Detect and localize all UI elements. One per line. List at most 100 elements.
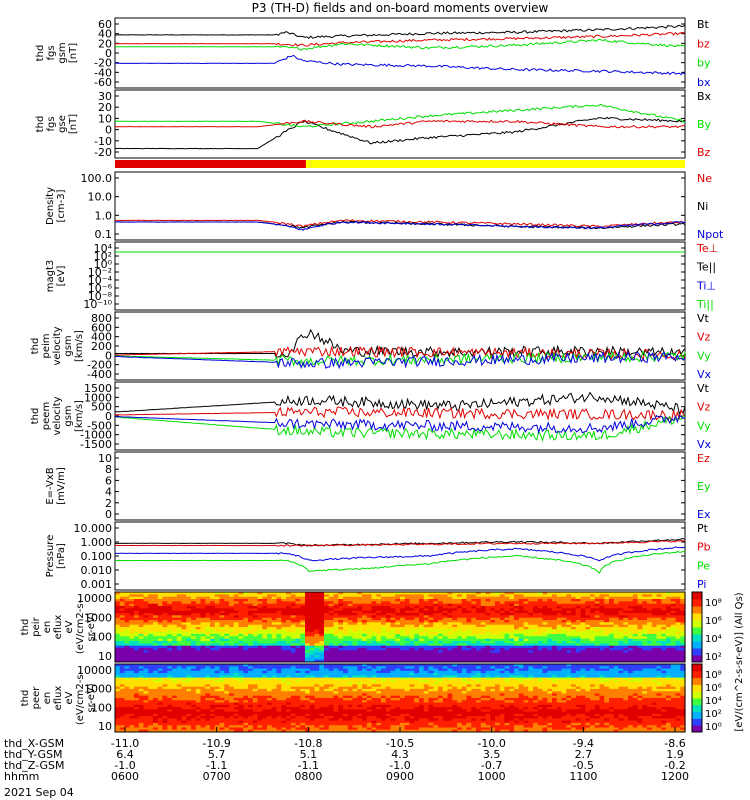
peir-spectrogram-cell — [675, 645, 681, 649]
peir-spectrogram-cell — [656, 629, 662, 633]
peer-spectrogram-cell — [224, 720, 230, 724]
peir-spectrogram-cell — [186, 606, 192, 609]
peir-spectrogram-cell — [167, 594, 173, 598]
peir-spectrogram-cell — [262, 622, 268, 626]
peir-spectrogram-cell — [499, 652, 506, 656]
peer-spectrogram-cell — [129, 698, 135, 701]
peer-spectrogram-cell — [281, 677, 287, 681]
peir-spectrogram-cell — [243, 634, 249, 637]
peer-spectrogram-cell — [262, 666, 268, 670]
peir-spectrogram-cell — [590, 601, 596, 605]
peir-spectrogram-cell — [594, 601, 601, 605]
peir-spectrogram-cell — [499, 594, 506, 598]
peer-spectrogram-cell — [157, 713, 164, 717]
peir-spectrogram-cell — [191, 638, 197, 642]
peir-spectrogram-cell — [599, 648, 605, 651]
peir-spectrogram-cell — [200, 606, 206, 609]
peir-spectrogram-cell — [262, 648, 268, 651]
peer-spectrogram-cell — [267, 679, 273, 683]
peir-spectrogram-cell — [518, 655, 525, 658]
peir-spectrogram-cell — [414, 643, 420, 647]
peir-spectrogram-cell — [461, 606, 468, 609]
peir-spectrogram-cell — [129, 631, 135, 635]
peir-spectrogram-cell — [428, 629, 434, 633]
peer-spectrogram-cell — [224, 682, 230, 685]
peir-spectrogram-cell — [656, 622, 662, 626]
peer-spectrogram-cell — [262, 729, 268, 733]
peir-spectrogram-cell — [286, 636, 292, 640]
peir-spectrogram-cell — [414, 606, 420, 609]
peir-spectrogram-cell — [623, 601, 629, 605]
peir-spectrogram-cell — [466, 636, 472, 640]
peer-spectrogram-cell — [143, 716, 149, 719]
peir-spectrogram-cell — [404, 622, 411, 626]
peer-spectrogram-cell — [153, 684, 159, 688]
peer-spectrogram-cell — [248, 679, 254, 683]
peir-spectrogram-cell — [347, 620, 354, 623]
peer-spectrogram-cell — [257, 707, 263, 710]
peir-spectrogram-cell — [571, 596, 577, 600]
peir-spectrogram-cell — [476, 596, 482, 600]
peer-spectrogram-cell — [143, 707, 149, 710]
peer-spectrogram-cell — [143, 720, 149, 724]
peir-spectrogram-cell — [661, 645, 667, 649]
peir-spectrogram-cell — [271, 629, 278, 633]
peir-spectrogram-cell — [518, 620, 525, 623]
peer-spectrogram-cell — [210, 666, 216, 670]
peer-spectrogram-cell — [238, 722, 244, 726]
peir-spectrogram-cell — [647, 627, 653, 630]
peer-spectrogram-cell — [248, 686, 254, 690]
peir-spectrogram-cell — [390, 615, 396, 619]
peir-spectrogram-cell — [186, 601, 192, 605]
peir-spectrogram-cell — [319, 620, 325, 623]
peir-spectrogram-cell — [210, 601, 216, 605]
peir-spectrogram-cell — [119, 596, 126, 600]
peir-spectrogram-cell — [571, 594, 577, 598]
peir-spectrogram-cell — [504, 603, 510, 607]
peir-spectrogram-cell — [661, 636, 667, 640]
pressure-legend-pb: Pb — [697, 541, 711, 554]
peir-spectrogram-cell — [533, 603, 539, 607]
peir-spectrogram-cell — [167, 643, 173, 647]
peir-spectrogram-cell — [172, 627, 178, 630]
peir-spectrogram-cell — [675, 613, 681, 616]
peir-spectrogram-cell — [153, 636, 159, 640]
peir-spectrogram-cell — [390, 601, 396, 605]
peir-spectrogram-cell — [319, 629, 325, 633]
peir-spectrogram-cell — [457, 655, 463, 658]
peir-spectrogram-cell — [419, 624, 425, 628]
peir-spectrogram-cell — [333, 645, 339, 649]
peir-spectrogram-cell — [214, 650, 221, 654]
peir-spectrogram-cell — [319, 643, 325, 647]
peir-spectrogram-cell — [461, 613, 468, 616]
peir-spectrogram-cell — [233, 634, 240, 637]
peir-spectrogram-cell — [371, 650, 377, 654]
peir-spectrogram-cell — [537, 629, 544, 633]
peir-spectrogram-cell — [338, 613, 344, 616]
peir-spectrogram-cell — [604, 629, 610, 633]
temperature-ytick-label: 10² — [94, 250, 112, 263]
peir-spectrogram-cell — [153, 643, 159, 647]
peir-spectrogram-cell — [362, 629, 368, 633]
peir-spectrogram-cell — [257, 638, 263, 642]
peir-spectrogram-cell — [675, 629, 681, 633]
peir-spectrogram-cell — [381, 634, 387, 637]
peir-spectrogram-cell — [419, 641, 425, 644]
peir-spectrogram-cell — [499, 624, 506, 628]
peir-spectrogram-cell — [224, 634, 230, 637]
peir-spectrogram-cell — [404, 624, 411, 628]
peir-spectrogram-cell — [357, 641, 363, 644]
peer-spectrogram-cell — [181, 688, 187, 692]
peir-spectrogram-cell — [271, 620, 278, 623]
peir-spectrogram-cell — [262, 615, 268, 619]
peir-spectrogram-cell — [381, 659, 387, 663]
peer-spectrogram-cell — [224, 711, 230, 715]
peer-spectrogram-cell — [124, 709, 130, 713]
peir-spectrogram-cell — [385, 650, 392, 654]
peir-spectrogram-cell — [271, 592, 278, 595]
peir-spectrogram-cell — [495, 627, 501, 630]
peir-spectrogram-cell — [319, 592, 325, 595]
peer-spectrogram-cell — [205, 725, 211, 728]
peer-spectrogram-cell — [153, 668, 159, 672]
peir-spectrogram-cell — [352, 610, 358, 614]
